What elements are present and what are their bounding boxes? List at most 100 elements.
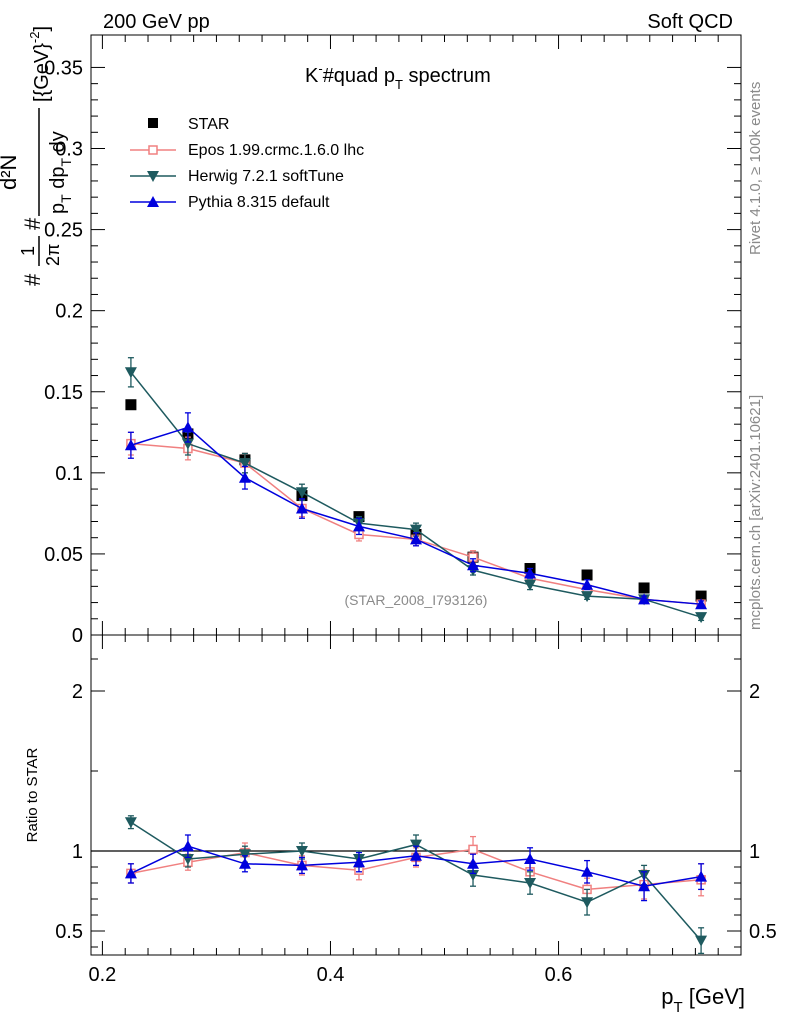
ylabel-units: [{GeV}-2]	[27, 26, 53, 102]
point-pythia	[295, 502, 308, 514]
ylabel-hash-two: #	[20, 217, 45, 230]
series-star	[125, 399, 707, 602]
point-pythia	[524, 567, 537, 579]
main-axis-ticks	[91, 35, 741, 636]
ratio-y-tick-label-right: 2	[749, 681, 760, 703]
point-herwig	[524, 579, 537, 591]
x-tick-label: 0.2	[88, 964, 116, 986]
legend-marker-herwig	[147, 171, 159, 182]
ratio-y-tick-label-left: 1	[72, 841, 83, 863]
ratio-y-axis-label: Ratio to STAR	[24, 747, 41, 842]
legend-label-herwig: Herwig 7.2.1 softTune	[188, 168, 344, 185]
legend-label-star: STAR	[188, 116, 229, 133]
legend-entry-herwig: Herwig 7.2.1 softTune	[130, 168, 344, 185]
ratio-point-herwig	[410, 839, 422, 851]
point-pythia	[238, 471, 251, 483]
rivet-label: Rivet 4.1.0, ≥ 100k events	[747, 82, 764, 255]
point-pythia	[638, 593, 651, 605]
point-star	[638, 582, 650, 594]
x-tick-label: 0.4	[317, 964, 345, 986]
ratio-point-herwig	[695, 935, 708, 947]
legend-entry-pythia: Pythia 8.315 default	[130, 194, 330, 211]
main-y-tick-label: 0.15	[44, 382, 83, 404]
title-post: spectrum	[403, 65, 491, 87]
main-y-tick-label: 0.05	[44, 544, 83, 566]
title-mid: #quad p	[323, 65, 395, 87]
legend-entry-star: STAR	[148, 116, 229, 133]
point-herwig	[124, 367, 137, 379]
point-herwig	[410, 524, 422, 536]
point-star	[125, 399, 137, 411]
title-sup: -	[318, 61, 322, 76]
point-pythia	[467, 559, 480, 571]
ratio-point-pythia	[181, 840, 194, 852]
legend-marker-epos	[148, 145, 158, 155]
main-panel: 0.05 0.1 0.15 0.2 0.25 0.3 0.35 0 K-#quad pT sp…	[0, 26, 742, 647]
ratio-point-pythia	[410, 849, 422, 861]
point-herwig	[295, 487, 308, 499]
main-title: K-#quad pT spectrum	[305, 61, 491, 92]
legend-marker-star	[148, 118, 158, 128]
point-herwig	[238, 458, 251, 470]
mcplots-label: mcplots.cern.ch [arXiv:2401.10621]	[747, 395, 764, 630]
main-y-tick-label: 0.3	[55, 139, 83, 161]
xlabel-sub: T	[673, 999, 682, 1016]
ratio-y-tick-label-right: 1	[749, 841, 760, 863]
xlabel-main: p	[661, 984, 673, 1009]
point-herwig	[581, 591, 594, 603]
ratio-point-herwig	[238, 849, 251, 861]
legend-entry-epos: Epos 1.99.crmc.1.6.0 lhc	[130, 142, 364, 159]
main-y-tick-labels: 0.05 0.1 0.15 0.2 0.25 0.3 0.35 0	[44, 57, 83, 647]
title-sub: T	[395, 77, 403, 92]
ratio-frame	[90, 634, 742, 956]
ratio-point-pythia	[467, 857, 480, 869]
ratio-axis-ticks	[91, 635, 741, 955]
point-pythia	[181, 421, 194, 433]
ratio-point-pythia	[638, 880, 651, 892]
ylabel-one: 1	[18, 246, 38, 256]
series-herwig	[124, 357, 708, 624]
ratio-point-herwig	[524, 878, 537, 889]
title-pre: K	[305, 65, 319, 87]
header-right-label: Soft QCD	[647, 11, 733, 33]
point-pythia	[352, 520, 365, 532]
legend-marker-pythia	[147, 196, 159, 207]
ratio-point-pythia	[352, 856, 365, 868]
main-y-tick-label: 0	[72, 625, 83, 647]
point-pythia	[124, 439, 137, 451]
header-left-label: 200 GeV pp	[103, 11, 210, 33]
main-y-tick-label: 0.35	[44, 57, 83, 79]
series-line-herwig	[130, 371, 702, 618]
point-pythia	[581, 578, 594, 590]
ratio-series-layer	[124, 815, 708, 955]
ratio-y-tick-label-right: 0.5	[749, 921, 777, 943]
ratio-point-herwig	[124, 817, 137, 829]
series-epos	[126, 431, 706, 609]
ratio-point-epos	[468, 844, 478, 855]
point-pythia	[695, 598, 708, 610]
legend: STAR Epos 1.99.crmc.1.6.0 lhc Herwig 7.2…	[130, 116, 364, 211]
ratio-point-herwig	[581, 897, 594, 909]
x-tick-label: 0.6	[545, 964, 573, 986]
main-y-tick-label: 0.25	[44, 220, 83, 242]
ratio-series-pythia	[124, 834, 708, 902]
ylabel-twopi: 2π	[43, 244, 63, 266]
main-series-layer	[124, 357, 708, 624]
ratio-point-pythia	[581, 865, 594, 877]
main-y-tick-label: 0.2	[55, 301, 83, 323]
ratio-tick-labels: 0.5 0.5 1 1 2 2 0.2 0.4 0.6	[55, 681, 777, 986]
legend-label-pythia: Pythia 8.315 default	[188, 194, 330, 211]
xlabel-post: [GeV]	[683, 984, 745, 1009]
ratio-y-tick-label-left: 2	[72, 681, 83, 703]
ratio-point-pythia	[695, 870, 708, 882]
main-y-tick-label: 0.1	[55, 463, 83, 485]
ratio-point-pythia	[238, 857, 251, 869]
ratio-point-herwig	[295, 846, 308, 857]
ratio-panel: 0.5 0.5 1 1 2 2 0.2 0.4 0.6 Ratio to STAR pT [Ge…	[24, 634, 777, 1016]
point-star	[581, 569, 593, 581]
ratio-point-pythia	[124, 867, 137, 879]
analysis-watermark: (STAR_2008_I793126)	[345, 592, 488, 608]
ratio-point-pythia	[524, 853, 537, 864]
legend-label-epos: Epos 1.99.crmc.1.6.0 lhc	[188, 142, 364, 159]
